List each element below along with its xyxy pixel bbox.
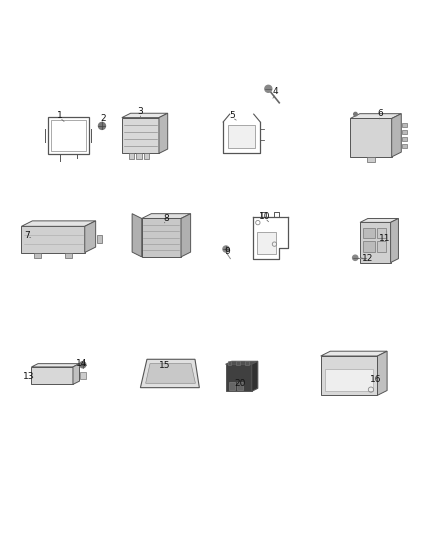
FancyBboxPatch shape — [136, 154, 141, 159]
Text: 9: 9 — [225, 247, 231, 256]
Polygon shape — [181, 214, 191, 257]
FancyBboxPatch shape — [237, 382, 244, 390]
Polygon shape — [391, 219, 399, 263]
Polygon shape — [350, 114, 401, 118]
Text: 15: 15 — [159, 361, 170, 370]
FancyBboxPatch shape — [402, 144, 407, 148]
Circle shape — [353, 255, 358, 261]
Polygon shape — [360, 222, 391, 263]
Polygon shape — [85, 221, 95, 253]
Circle shape — [99, 123, 106, 130]
Text: 20: 20 — [234, 378, 246, 387]
Polygon shape — [142, 214, 191, 219]
Polygon shape — [132, 214, 142, 257]
Polygon shape — [321, 356, 378, 395]
Circle shape — [80, 362, 86, 368]
FancyBboxPatch shape — [128, 154, 134, 159]
Text: 2: 2 — [100, 114, 106, 123]
FancyBboxPatch shape — [378, 241, 386, 252]
Circle shape — [265, 85, 272, 92]
FancyBboxPatch shape — [237, 361, 240, 365]
FancyBboxPatch shape — [378, 228, 386, 238]
FancyBboxPatch shape — [402, 123, 407, 127]
FancyBboxPatch shape — [245, 361, 249, 365]
Polygon shape — [252, 361, 258, 391]
Text: 3: 3 — [138, 107, 143, 116]
Polygon shape — [360, 219, 399, 222]
FancyBboxPatch shape — [229, 382, 235, 390]
Polygon shape — [146, 364, 195, 383]
FancyBboxPatch shape — [144, 154, 149, 159]
Text: 16: 16 — [371, 375, 382, 384]
Text: 10: 10 — [259, 212, 271, 221]
Polygon shape — [159, 113, 168, 154]
FancyBboxPatch shape — [325, 369, 373, 391]
Circle shape — [354, 112, 357, 116]
FancyBboxPatch shape — [228, 361, 231, 365]
Polygon shape — [350, 118, 392, 157]
Text: 12: 12 — [362, 254, 373, 263]
Circle shape — [223, 246, 229, 252]
Polygon shape — [21, 221, 95, 227]
FancyBboxPatch shape — [96, 235, 102, 243]
Polygon shape — [122, 118, 159, 154]
Text: 8: 8 — [164, 214, 170, 223]
FancyBboxPatch shape — [402, 137, 407, 141]
Text: 4: 4 — [273, 87, 279, 96]
FancyBboxPatch shape — [65, 253, 72, 258]
Polygon shape — [392, 114, 401, 157]
Text: 11: 11 — [379, 233, 391, 243]
FancyBboxPatch shape — [34, 253, 41, 258]
Polygon shape — [32, 367, 73, 384]
Polygon shape — [32, 364, 80, 367]
Text: 7: 7 — [24, 231, 30, 239]
FancyBboxPatch shape — [402, 130, 407, 134]
Text: 14: 14 — [76, 359, 87, 368]
FancyBboxPatch shape — [228, 125, 255, 148]
Polygon shape — [321, 351, 387, 356]
FancyBboxPatch shape — [257, 232, 276, 254]
Polygon shape — [21, 227, 85, 253]
Polygon shape — [122, 113, 168, 118]
FancyBboxPatch shape — [363, 241, 375, 252]
Text: 13: 13 — [23, 372, 35, 381]
FancyBboxPatch shape — [81, 372, 85, 379]
Text: 5: 5 — [229, 111, 235, 120]
Polygon shape — [142, 219, 181, 257]
FancyBboxPatch shape — [363, 228, 375, 238]
Polygon shape — [226, 364, 252, 391]
Text: 1: 1 — [57, 111, 63, 120]
Polygon shape — [73, 364, 80, 384]
Text: 6: 6 — [378, 109, 383, 118]
FancyBboxPatch shape — [367, 157, 375, 162]
Polygon shape — [141, 359, 199, 387]
Polygon shape — [226, 361, 258, 364]
Polygon shape — [378, 351, 387, 395]
